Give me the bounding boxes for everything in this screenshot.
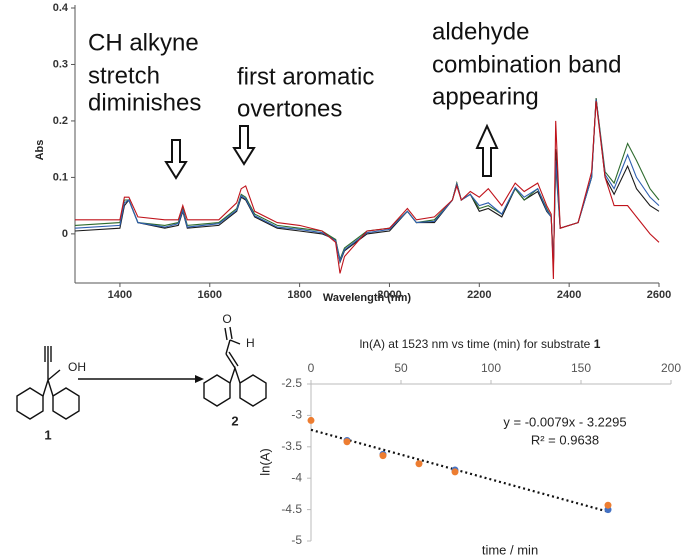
annotation: stretch: [88, 62, 160, 89]
y-axis-label: ln(A): [257, 448, 272, 475]
annotation: appearing: [432, 83, 539, 110]
phenyl-ring: [203, 374, 231, 407]
trendline-r2: R² = 0.9638: [531, 432, 599, 447]
y-tick-label: 0.3: [53, 58, 68, 70]
annotation: aldehyde: [432, 18, 529, 45]
atom-label: O: [222, 312, 231, 326]
bonds: [42, 346, 61, 397]
arrow-down: [164, 139, 188, 180]
x-tick-label: 1800: [287, 289, 311, 301]
x-tick-label: 2000: [377, 289, 401, 301]
spectrum-line: [75, 101, 660, 280]
data-point: [307, 416, 315, 424]
compound-label: 2: [231, 413, 238, 428]
x-tick-label: 1600: [198, 289, 222, 301]
data-point: [604, 501, 612, 509]
trendline-equation: y = -0.0079x - 3.2295: [503, 414, 626, 429]
annotation: diminishes: [88, 89, 201, 116]
arrow-down: [232, 125, 256, 166]
data-point: [343, 438, 351, 446]
y-tick-label: -4.5: [281, 502, 302, 516]
arrow-up: [475, 123, 499, 177]
x-axis-label: time / min: [482, 542, 538, 557]
x-tick-label: 2200: [467, 289, 491, 301]
bonds: [224, 326, 241, 384]
y-tick-label: -3: [291, 408, 302, 422]
spectrum-line: [74, 99, 660, 265]
x-tick-label: 200: [661, 361, 681, 375]
spectrum-line: [74, 98, 660, 268]
annotation: combination band: [432, 51, 621, 78]
y-tick-label: 0: [62, 228, 68, 240]
y-tick-label: -5: [291, 533, 302, 547]
x-tick-label: 2400: [557, 289, 581, 301]
y-tick-label: 0.4: [53, 2, 69, 14]
y-tick-label: -3.5: [281, 439, 302, 453]
x-tick-label: 150: [571, 361, 591, 375]
annotation: CH alkyne: [88, 29, 199, 56]
title-bold: 1: [594, 337, 601, 351]
annotation: first aromatic: [237, 63, 374, 90]
reaction-scheme: OH 1 O H 2: [16, 312, 267, 442]
data-point: [379, 452, 387, 460]
y-tick-label: 0.1: [53, 171, 68, 183]
x-tick-label: 0: [308, 361, 315, 375]
atom-label: H: [246, 336, 255, 350]
y-tick-label: -4: [291, 470, 302, 484]
x-tick-label: 100: [481, 361, 501, 375]
x-tick-label: 2600: [647, 289, 671, 301]
phenyl-ring: [52, 387, 80, 420]
arrow-head: [195, 375, 204, 383]
title-text: ln(A) at 1523 nm vs time (min) for subst…: [360, 337, 591, 351]
spectrum-line: [74, 98, 660, 263]
compound-label: 1: [44, 427, 51, 442]
phenyl-ring: [16, 387, 44, 420]
y-tick-label: 0.2: [53, 115, 68, 127]
data-point: [451, 468, 459, 476]
phenyl-ring: [239, 374, 267, 407]
y-axis-label: Abs: [34, 140, 46, 161]
annotation: overtones: [237, 95, 342, 122]
x-axis-label: Wavelength (nm): [323, 292, 412, 304]
x-tick-label: 50: [394, 361, 408, 375]
chart-title: ln(A) at 1523 nm vs time (min) for subst…: [360, 337, 601, 351]
atom-label: OH: [68, 360, 86, 374]
data-point: [415, 460, 423, 468]
x-tick-label: 1400: [108, 289, 132, 301]
y-tick-label: -2.5: [281, 376, 302, 390]
trendline: [310, 428, 609, 513]
